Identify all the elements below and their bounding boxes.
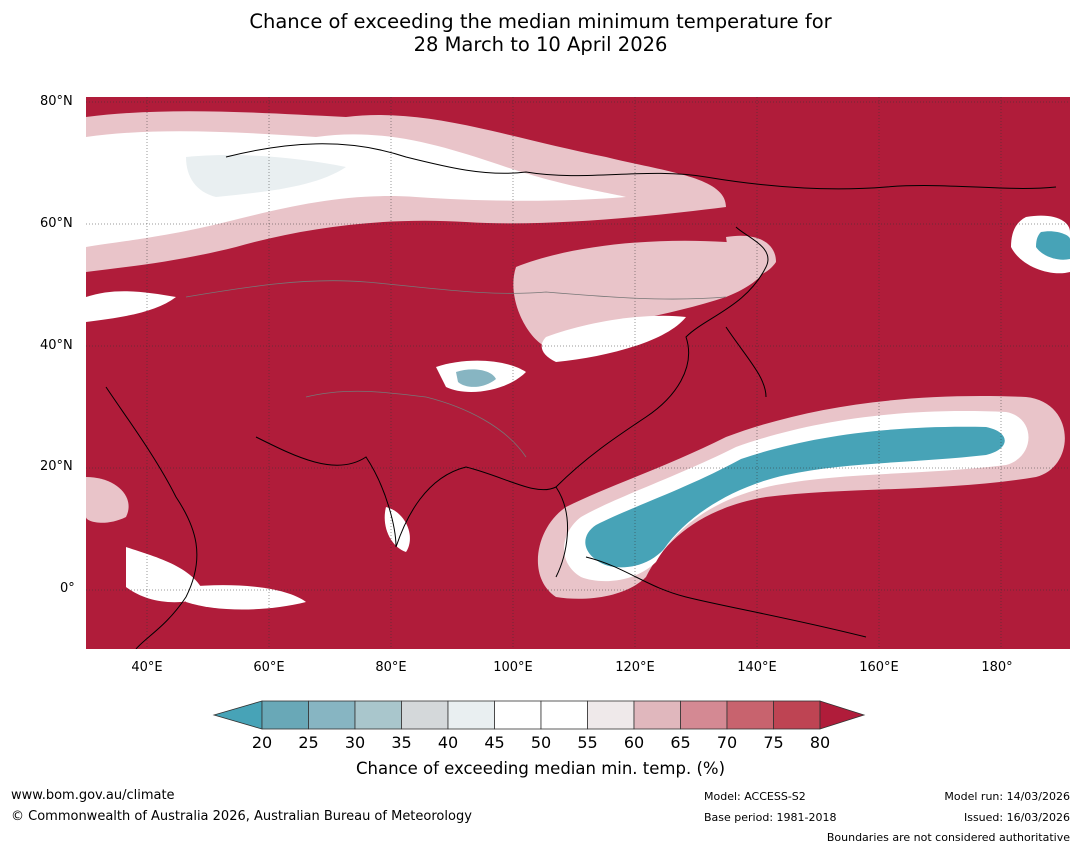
colorbar-title: Chance of exceeding median min. temp. (%… [355, 759, 726, 778]
colorbar-tick-label: 70 [716, 733, 738, 752]
lon-label-80e: 80°E [375, 660, 407, 675]
colorbar-tick-label: 75 [763, 733, 784, 752]
map-borders [185, 280, 727, 458]
map-region-pacific-blue [585, 426, 1005, 568]
map-region-indian-ocean-white [186, 585, 306, 610]
colorbar-tick-label: 55 [577, 733, 598, 752]
colorbar-svg [212, 700, 866, 730]
map-region-pacific-east-blue [1036, 231, 1070, 260]
footer-base-period: Base period: 1981-2018 [704, 811, 837, 824]
lat-label-60n: 60°N [40, 216, 73, 231]
map-region-china-blue [456, 369, 496, 387]
colorbar-tick-label: 30 [344, 733, 366, 752]
title-line-1: Chance of exceeding the median minimum t… [249, 10, 832, 33]
lon-label-180: 180° [981, 660, 1013, 675]
colorbar-segment [540, 700, 588, 730]
lon-label-120e: 120°E [615, 660, 655, 675]
colorbar-tick-label: 40 [437, 733, 459, 752]
colorbar-segment [633, 700, 681, 730]
footer-website[interactable]: www.bom.gov.au/climate [11, 788, 175, 803]
colorbar [212, 700, 872, 736]
lat-label-20n: 20°N [40, 459, 73, 474]
footer-issued: Issued: 16/03/2026 [963, 811, 1070, 824]
map-region-mongolia-white [541, 315, 686, 362]
colorbar-tick-label: 35 [391, 733, 412, 752]
lon-label-60e: 60°E [253, 660, 285, 675]
colorbar-segments [261, 700, 821, 730]
colorbar-segment [773, 700, 821, 730]
colorbar-tick-label: 50 [530, 733, 552, 752]
forecast-map [86, 97, 1070, 649]
colorbar-segment [261, 700, 309, 730]
lon-label-100e: 100°E [493, 660, 533, 675]
colorbar-segment [494, 700, 542, 730]
colorbar-segment [308, 700, 356, 730]
colorbar-tick-label: 80 [809, 733, 831, 752]
map-region-west-white [86, 291, 176, 322]
footer-model: Model: ACCESS-S2 [704, 790, 806, 803]
footer-model-run: Model run: 14/03/2026 [944, 790, 1070, 803]
map-region-arabia-light [86, 477, 129, 523]
colorbar-segment [447, 700, 495, 730]
colorbar-segment [680, 700, 728, 730]
colorbar-tick-label: 65 [670, 733, 691, 752]
colorbar-tick-label: 60 [623, 733, 645, 752]
lon-label-160e: 160°E [859, 660, 899, 675]
title-line-2: 28 March to 10 April 2026 [413, 33, 668, 56]
lon-label-140e: 140°E [737, 660, 777, 675]
colorbar-high-arrow [819, 700, 866, 730]
map-coastlines [105, 143, 1057, 649]
colorbar-low-arrow [212, 700, 263, 730]
footer-disclaimer: Boundaries are not considered authoritat… [826, 831, 1070, 844]
map-svg [86, 97, 1070, 649]
colorbar-segment [354, 700, 402, 730]
lat-label-0: 0° [60, 581, 75, 596]
map-gridlines [86, 97, 1070, 649]
colorbar-segment [726, 700, 774, 730]
colorbar-tick-label: 25 [298, 733, 319, 752]
colorbar-tick-label: 20 [251, 733, 273, 752]
lat-label-80n: 80°N [40, 94, 73, 109]
map-region-east-light [726, 235, 776, 278]
lat-label-40n: 40°N [40, 338, 73, 353]
map-title: Chance of exceeding the median minimum t… [0, 10, 1081, 56]
map-region-mongolia-light [513, 240, 768, 347]
map-region-north-grey [186, 155, 346, 197]
colorbar-segment [401, 700, 449, 730]
colorbar-tick-label: 45 [484, 733, 505, 752]
footer-copyright: © Commonwealth of Australia 2026, Austra… [11, 809, 472, 824]
colorbar-segment [587, 700, 635, 730]
map-region-india-white [384, 507, 410, 552]
lon-label-40e: 40°E [131, 660, 163, 675]
